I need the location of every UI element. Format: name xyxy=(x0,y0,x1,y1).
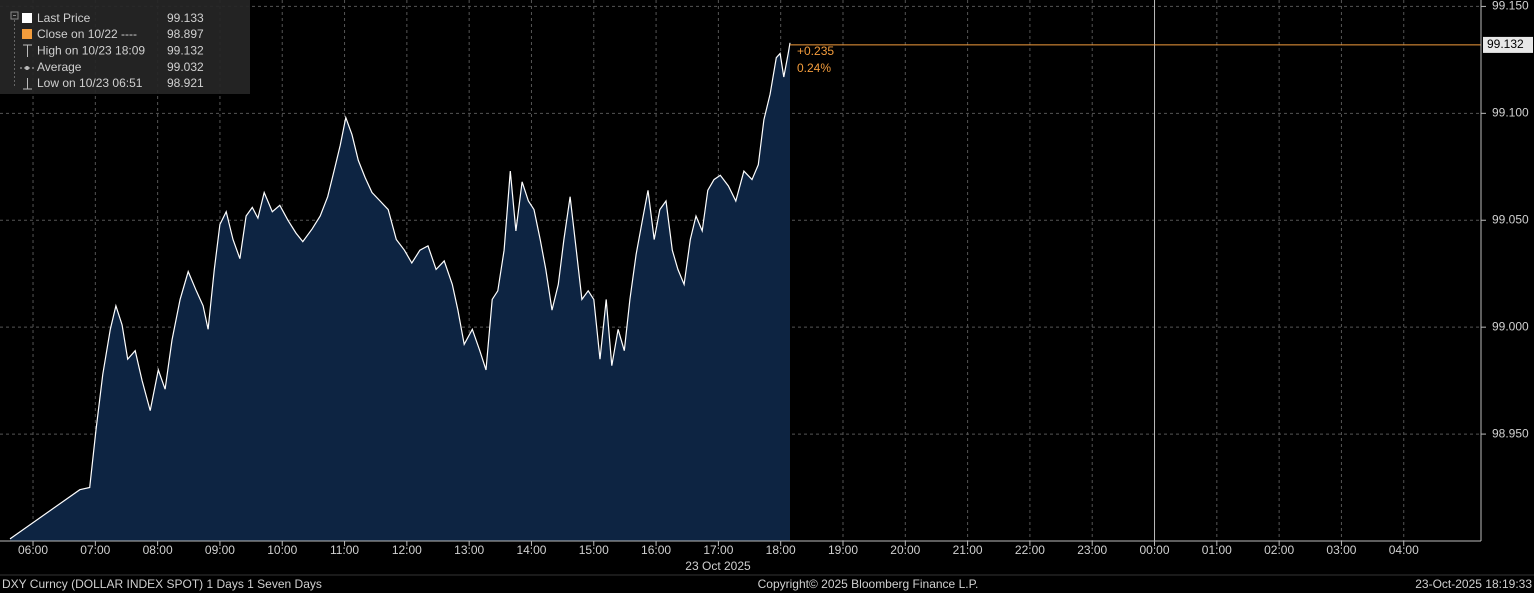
legend-value: 99.032 xyxy=(167,60,204,74)
x-tick-label: 10:00 xyxy=(267,543,297,557)
x-tick-label: 20:00 xyxy=(890,543,920,557)
change-pct-label: 0.24% xyxy=(797,61,831,75)
y-tick-label: 98.950 xyxy=(1492,426,1529,440)
legend-label: Last Price xyxy=(37,11,91,25)
legend-label: Close on 10/22 ---- xyxy=(37,27,137,41)
legend-label: Average xyxy=(37,60,82,74)
legend-value: 99.133 xyxy=(167,11,204,25)
x-tick-label: 06:00 xyxy=(18,543,48,557)
legend-value: 99.132 xyxy=(167,43,204,57)
x-tick-label: 19:00 xyxy=(828,543,858,557)
line xyxy=(9,42,791,540)
legend-icon xyxy=(23,44,32,57)
x-tick-label: 12:00 xyxy=(392,543,422,557)
x-tick-label: 02:00 xyxy=(1264,543,1294,557)
x-sublabel: 23 Oct 2025 xyxy=(685,559,751,573)
x-tick-label: 09:00 xyxy=(205,543,235,557)
y-tick-label: 99.050 xyxy=(1492,212,1529,226)
x-tick-label: 17:00 xyxy=(703,543,733,557)
footer-left: DXY Curncy (DOLLAR INDEX SPOT) 1 Days 1 … xyxy=(2,577,322,591)
legend-icon xyxy=(22,29,32,39)
x-tick-label: 22:00 xyxy=(1015,543,1045,557)
legend-value: 98.897 xyxy=(167,27,204,41)
legend-icon xyxy=(25,66,29,70)
area xyxy=(10,42,790,542)
legend-icon xyxy=(23,78,32,90)
x-tick-label: 14:00 xyxy=(516,543,546,557)
x-tick-label: 23:00 xyxy=(1077,543,1107,557)
footer-right: 23-Oct-2025 18:19:33 xyxy=(1415,577,1532,591)
axis-group: 98.950 99.000 99.050 99.100 99.150 06:00 07:00… xyxy=(18,0,1533,557)
y-tick-label: 99.000 xyxy=(1492,319,1529,333)
legend-stats: Close on 10/22 ---- 98.897 High on 10/23 1… xyxy=(37,27,204,90)
x-tick-label: 15:00 xyxy=(579,543,609,557)
plot-group xyxy=(9,42,1481,542)
x-tick-label: 00:00 xyxy=(1140,543,1170,557)
x-tick-label: 18:00 xyxy=(766,543,796,557)
legend-icon xyxy=(22,13,32,23)
x-tick-label: 04:00 xyxy=(1389,543,1419,557)
footer-center: Copyright© 2025 Bloomberg Finance L.P. xyxy=(758,577,979,591)
x-tick-label: 03:00 xyxy=(1326,543,1356,557)
x-tick-label: 16:00 xyxy=(641,543,671,557)
legend-label: Low on 10/23 06:51 xyxy=(37,76,143,90)
x-tick-label: 13:00 xyxy=(454,543,484,557)
x-tick-label: 07:00 xyxy=(80,543,110,557)
legend-value: 98.921 xyxy=(167,76,204,90)
legend-box xyxy=(0,0,250,94)
y-tick-label: 99.150 xyxy=(1492,0,1529,13)
price-marker-box xyxy=(1483,36,1533,53)
change-label: +0.235 xyxy=(797,44,834,58)
legend-label: High on 10/23 18:09 xyxy=(37,43,145,57)
x-tick-label: 21:00 xyxy=(953,543,983,557)
price-marker-label: 99.132 xyxy=(1487,37,1524,51)
x-tick-label: 11:00 xyxy=(330,543,359,557)
legend-collapse[interactable] xyxy=(10,11,19,20)
x-tick-label: 01:00 xyxy=(1202,543,1232,557)
y-tick-label: 99.100 xyxy=(1492,106,1529,120)
x-tick-label: 08:00 xyxy=(143,543,173,557)
